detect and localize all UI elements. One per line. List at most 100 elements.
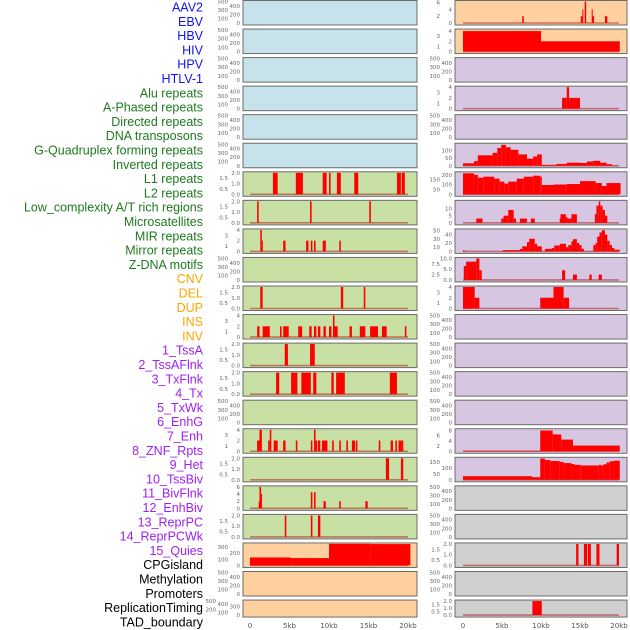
bar: [540, 458, 545, 480]
track-label: L2 repeats: [144, 186, 203, 200]
y-tick-label: 2.5: [431, 273, 440, 279]
track-label: Alu repeats: [140, 86, 203, 100]
y-tick-label: 300: [218, 265, 229, 271]
track-label: INV: [182, 329, 204, 343]
y-tick-label: 2: [237, 239, 241, 245]
y-tick-label: 400: [442, 346, 453, 352]
track-label: HIV: [182, 43, 204, 57]
bar: [257, 440, 260, 452]
y-tick-label: 300: [218, 65, 229, 71]
bar: [483, 176, 495, 195]
track-label: 8_ZNF_Rpts: [132, 444, 203, 458]
bar: [595, 183, 602, 195]
y-tick-label: 0: [449, 78, 453, 84]
y-tick-label: 3: [225, 319, 229, 325]
y-tick-label: 400: [442, 61, 453, 67]
y-tick-label: 1.5: [219, 290, 228, 296]
y-tick-label: 500: [430, 513, 441, 519]
bar: [295, 440, 298, 452]
bar: [607, 240, 610, 252]
y-tick-label: 300: [218, 94, 229, 100]
bar: [505, 147, 511, 166]
track-panel: 0 2 4 6 8: [437, 428, 628, 455]
bar: [463, 31, 541, 52]
y-tick-label: 0: [237, 506, 241, 512]
y-tick-label: 0: [449, 335, 453, 341]
bar: [502, 250, 520, 252]
panel-background: [242, 342, 418, 369]
bar: [365, 501, 368, 509]
y-tick-label: 4: [449, 7, 453, 13]
bar: [584, 1, 587, 23]
track-panel: 0 1 2 3 4: [225, 428, 418, 455]
y-tick-label: 0: [449, 364, 453, 370]
bar: [283, 326, 289, 338]
y-tick-label: 300: [430, 408, 441, 414]
panel-background: [242, 513, 418, 540]
bar: [562, 270, 566, 280]
y-tick-label: 500: [218, 142, 229, 148]
bar: [339, 240, 341, 252]
y-tick-label: 400: [230, 575, 241, 581]
bar: [479, 270, 482, 280]
y-tick-label: 2.0: [231, 199, 240, 205]
track-label: 7_Enh: [167, 430, 203, 444]
bar: [563, 297, 570, 309]
bar: [321, 440, 328, 452]
y-tick-label: 0.0: [231, 392, 240, 398]
bar: [310, 492, 313, 509]
track-panel: 0 1 2 3 4: [225, 314, 418, 341]
y-tick-label: 400: [230, 61, 241, 67]
track-label: Z-DNA motifs: [129, 258, 203, 272]
bar: [313, 240, 316, 252]
y-tick-label: 150: [430, 460, 441, 466]
y-tick-label: 1.0: [231, 467, 240, 473]
bar: [284, 344, 288, 366]
y-tick-label: 0.0: [231, 478, 240, 484]
y-tick-label: 200: [230, 41, 241, 47]
y-tick-label: 400: [230, 32, 241, 38]
y-tick-label: 1.5: [219, 376, 228, 382]
bar: [571, 214, 577, 223]
bar: [532, 601, 542, 616]
y-tick-label: 2.0: [231, 371, 240, 377]
bar: [317, 515, 321, 537]
bar: [463, 163, 474, 166]
bar: [563, 463, 572, 480]
bar: [354, 172, 359, 195]
y-tick-label: 20: [445, 241, 452, 247]
track-label: 3_TxFlnk: [152, 372, 204, 386]
bar: [567, 218, 572, 223]
bar: [571, 241, 573, 252]
bar: [381, 326, 387, 338]
y-tick-label: 4: [237, 314, 241, 320]
track-panel: 0.00.51.01.52.0: [219, 285, 418, 313]
bar: [541, 41, 620, 52]
bar: [591, 9, 593, 23]
bar: [580, 162, 588, 166]
y-tick-label: 1.5: [431, 547, 440, 553]
track-panel: 0.00.51.01.52.0: [431, 542, 628, 569]
bar: [553, 184, 567, 195]
bar: [501, 218, 504, 223]
bar: [562, 97, 567, 109]
bar: [559, 218, 561, 223]
bar: [606, 183, 621, 195]
y-tick-label: 0.0: [443, 563, 452, 569]
bar: [551, 248, 555, 252]
panel-background: [454, 0, 628, 26]
bar: [378, 440, 381, 452]
y-tick-label: 400: [442, 118, 453, 124]
bar: [552, 434, 562, 452]
bar: [313, 429, 316, 452]
y-tick-label: 200: [230, 269, 241, 275]
y-tick-label: 500: [430, 399, 441, 405]
bar: [313, 372, 317, 395]
y-tick-label: 500: [430, 314, 441, 320]
bar: [544, 460, 551, 480]
